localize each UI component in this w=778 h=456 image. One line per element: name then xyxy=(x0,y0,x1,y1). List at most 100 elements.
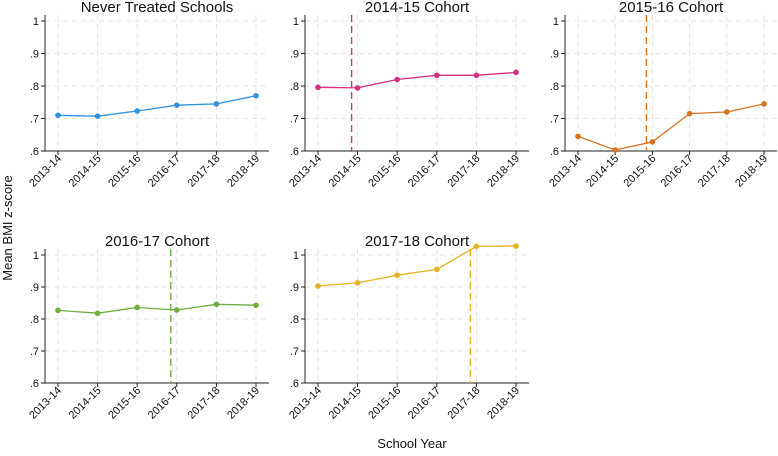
panel-title: 2017-18 Cohort xyxy=(365,233,470,250)
x-tick-label: 2018-19 xyxy=(225,153,262,190)
x-tick-label: 2015-16 xyxy=(366,153,403,190)
x-tick-label: 2015-16 xyxy=(106,385,143,422)
data-point xyxy=(513,69,519,76)
x-tick-label: 2018-19 xyxy=(485,385,522,422)
x-tick-label: 2017-18 xyxy=(185,153,222,190)
x-tick-label: 2018-19 xyxy=(485,153,522,190)
y-tick-label: .7 xyxy=(290,346,299,358)
data-point xyxy=(575,133,581,140)
data-point xyxy=(213,301,220,308)
data-point xyxy=(174,307,180,313)
x-tick-label: 2015-16 xyxy=(106,153,143,190)
y-tick-label: .7 xyxy=(550,114,559,126)
series-line xyxy=(57,303,257,314)
x-tick-label: 2014-15 xyxy=(584,153,621,190)
series-line xyxy=(317,245,517,287)
panel-title: 2016-17 Cohort xyxy=(105,233,210,250)
y-tick-label: .8 xyxy=(290,81,299,93)
y-tick-label: .9 xyxy=(30,282,39,294)
data-point xyxy=(649,139,656,145)
data-point xyxy=(315,283,321,289)
x-tick-label: 2017-18 xyxy=(696,153,733,190)
y-tick-label: 1 xyxy=(293,16,299,28)
data-point xyxy=(724,109,730,115)
y-tick-label: 1 xyxy=(293,250,299,262)
x-tick-label: 2017-18 xyxy=(445,153,482,190)
data-point xyxy=(612,147,618,153)
data-point xyxy=(354,280,361,286)
data-point xyxy=(94,310,101,317)
data-point xyxy=(94,113,101,120)
x-tick-label: 2013-14 xyxy=(547,153,584,190)
data-point xyxy=(394,272,401,278)
series-line xyxy=(317,71,517,89)
data-point xyxy=(253,302,259,309)
y-tick-label: .6 xyxy=(30,146,39,158)
y-tick-label: .7 xyxy=(30,346,39,358)
data-point xyxy=(513,243,519,249)
x-tick-label: 2013-14 xyxy=(287,385,324,422)
panel-title: 2014-15 Cohort xyxy=(365,0,470,16)
x-tick-label: 2015-16 xyxy=(621,153,658,190)
y-tick-label: 1 xyxy=(33,250,39,262)
x-tick-label: 2014-15 xyxy=(67,153,104,190)
y-tick-label: .8 xyxy=(550,81,559,93)
x-tick-label: 2018-19 xyxy=(733,153,770,190)
y-tick-label: .9 xyxy=(290,282,299,294)
data-point xyxy=(253,92,259,99)
data-point xyxy=(686,110,693,117)
data-point xyxy=(354,85,361,91)
x-tick-label: 2016-17 xyxy=(146,385,183,422)
data-point xyxy=(134,304,140,311)
data-point xyxy=(315,84,321,91)
y-tick-label: .6 xyxy=(290,146,299,158)
data-point xyxy=(55,307,61,314)
x-tick-label: 2014-15 xyxy=(67,385,104,422)
y-tick-label: .8 xyxy=(30,81,39,93)
y-tick-label: 1 xyxy=(33,16,39,28)
y-tick-label: .9 xyxy=(30,49,39,61)
y-tick-label: .6 xyxy=(290,378,299,390)
series-line xyxy=(577,103,765,151)
data-point xyxy=(434,72,440,79)
y-axis-label: Mean BMI z-score xyxy=(0,175,15,280)
data-point xyxy=(134,108,140,114)
series-line xyxy=(57,95,257,117)
data-point xyxy=(55,112,61,119)
x-tick-label: 2017-18 xyxy=(185,385,222,422)
y-tick-label: .6 xyxy=(550,146,559,158)
x-tick-label: 2016-17 xyxy=(406,153,443,190)
x-tick-label: 2014-15 xyxy=(327,153,364,190)
data-point xyxy=(473,72,480,79)
x-tick-label: 2016-17 xyxy=(406,385,443,422)
x-tick-label: 2017-18 xyxy=(445,385,482,422)
data-point xyxy=(434,266,440,273)
y-tick-label: .8 xyxy=(290,314,299,326)
data-point xyxy=(761,101,767,107)
x-tick-label: 2013-14 xyxy=(287,153,324,190)
x-tick-label: 2018-19 xyxy=(225,385,262,422)
y-tick-label: .7 xyxy=(290,114,299,126)
x-tick-label: 2016-17 xyxy=(659,153,696,190)
x-axis-label: School Year xyxy=(377,436,447,451)
panel-title: Never Treated Schools xyxy=(81,0,234,16)
data-point xyxy=(213,101,220,107)
x-tick-label: 2013-14 xyxy=(27,153,64,190)
y-tick-label: .9 xyxy=(290,49,299,61)
x-tick-label: 2013-14 xyxy=(27,385,64,422)
x-tick-label: 2014-15 xyxy=(327,385,364,422)
data-point xyxy=(473,243,480,250)
panel-title: 2015-16 Cohort xyxy=(619,0,724,16)
y-tick-label: .9 xyxy=(550,49,559,61)
x-tick-label: 2015-16 xyxy=(366,385,403,422)
y-tick-label: 1 xyxy=(553,16,559,28)
y-tick-label: .7 xyxy=(30,114,39,126)
data-point xyxy=(174,102,180,108)
